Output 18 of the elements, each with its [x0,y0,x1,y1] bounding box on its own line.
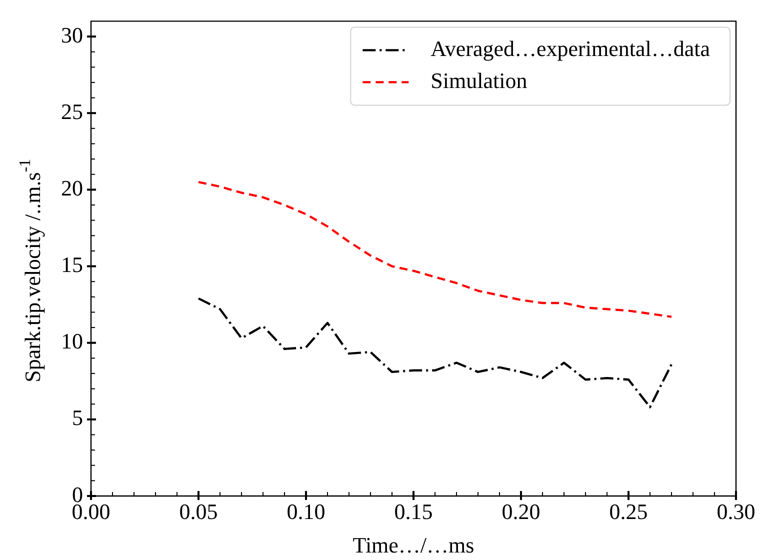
x-tick-label: 0.10 [286,498,326,524]
x-tick-label: 0.15 [394,498,433,524]
y-tick-label: 20 [61,175,83,200]
y-tick-label: 25 [61,98,83,124]
y-tick-label: 15 [61,252,83,278]
y-tick-label: 5 [72,405,83,430]
y-axis-title: Spark.tip.velocity /..m.s-1 [17,158,45,382]
x-axis-title: Time…/…ms [352,532,474,558]
x-tick-label: 0.25 [609,498,648,524]
y-tick-label: 10 [61,328,83,354]
line-series [197,297,673,408]
x-tick-label: 0.20 [502,498,540,524]
line-series [197,180,673,318]
x-tick-label: 0.30 [716,498,756,524]
y-tick-label: 30 [61,22,83,48]
legend-label: Simulation [430,68,528,93]
legend-label: Averaged…experimental…data [430,36,710,61]
x-tick-label: 0.05 [179,498,218,524]
